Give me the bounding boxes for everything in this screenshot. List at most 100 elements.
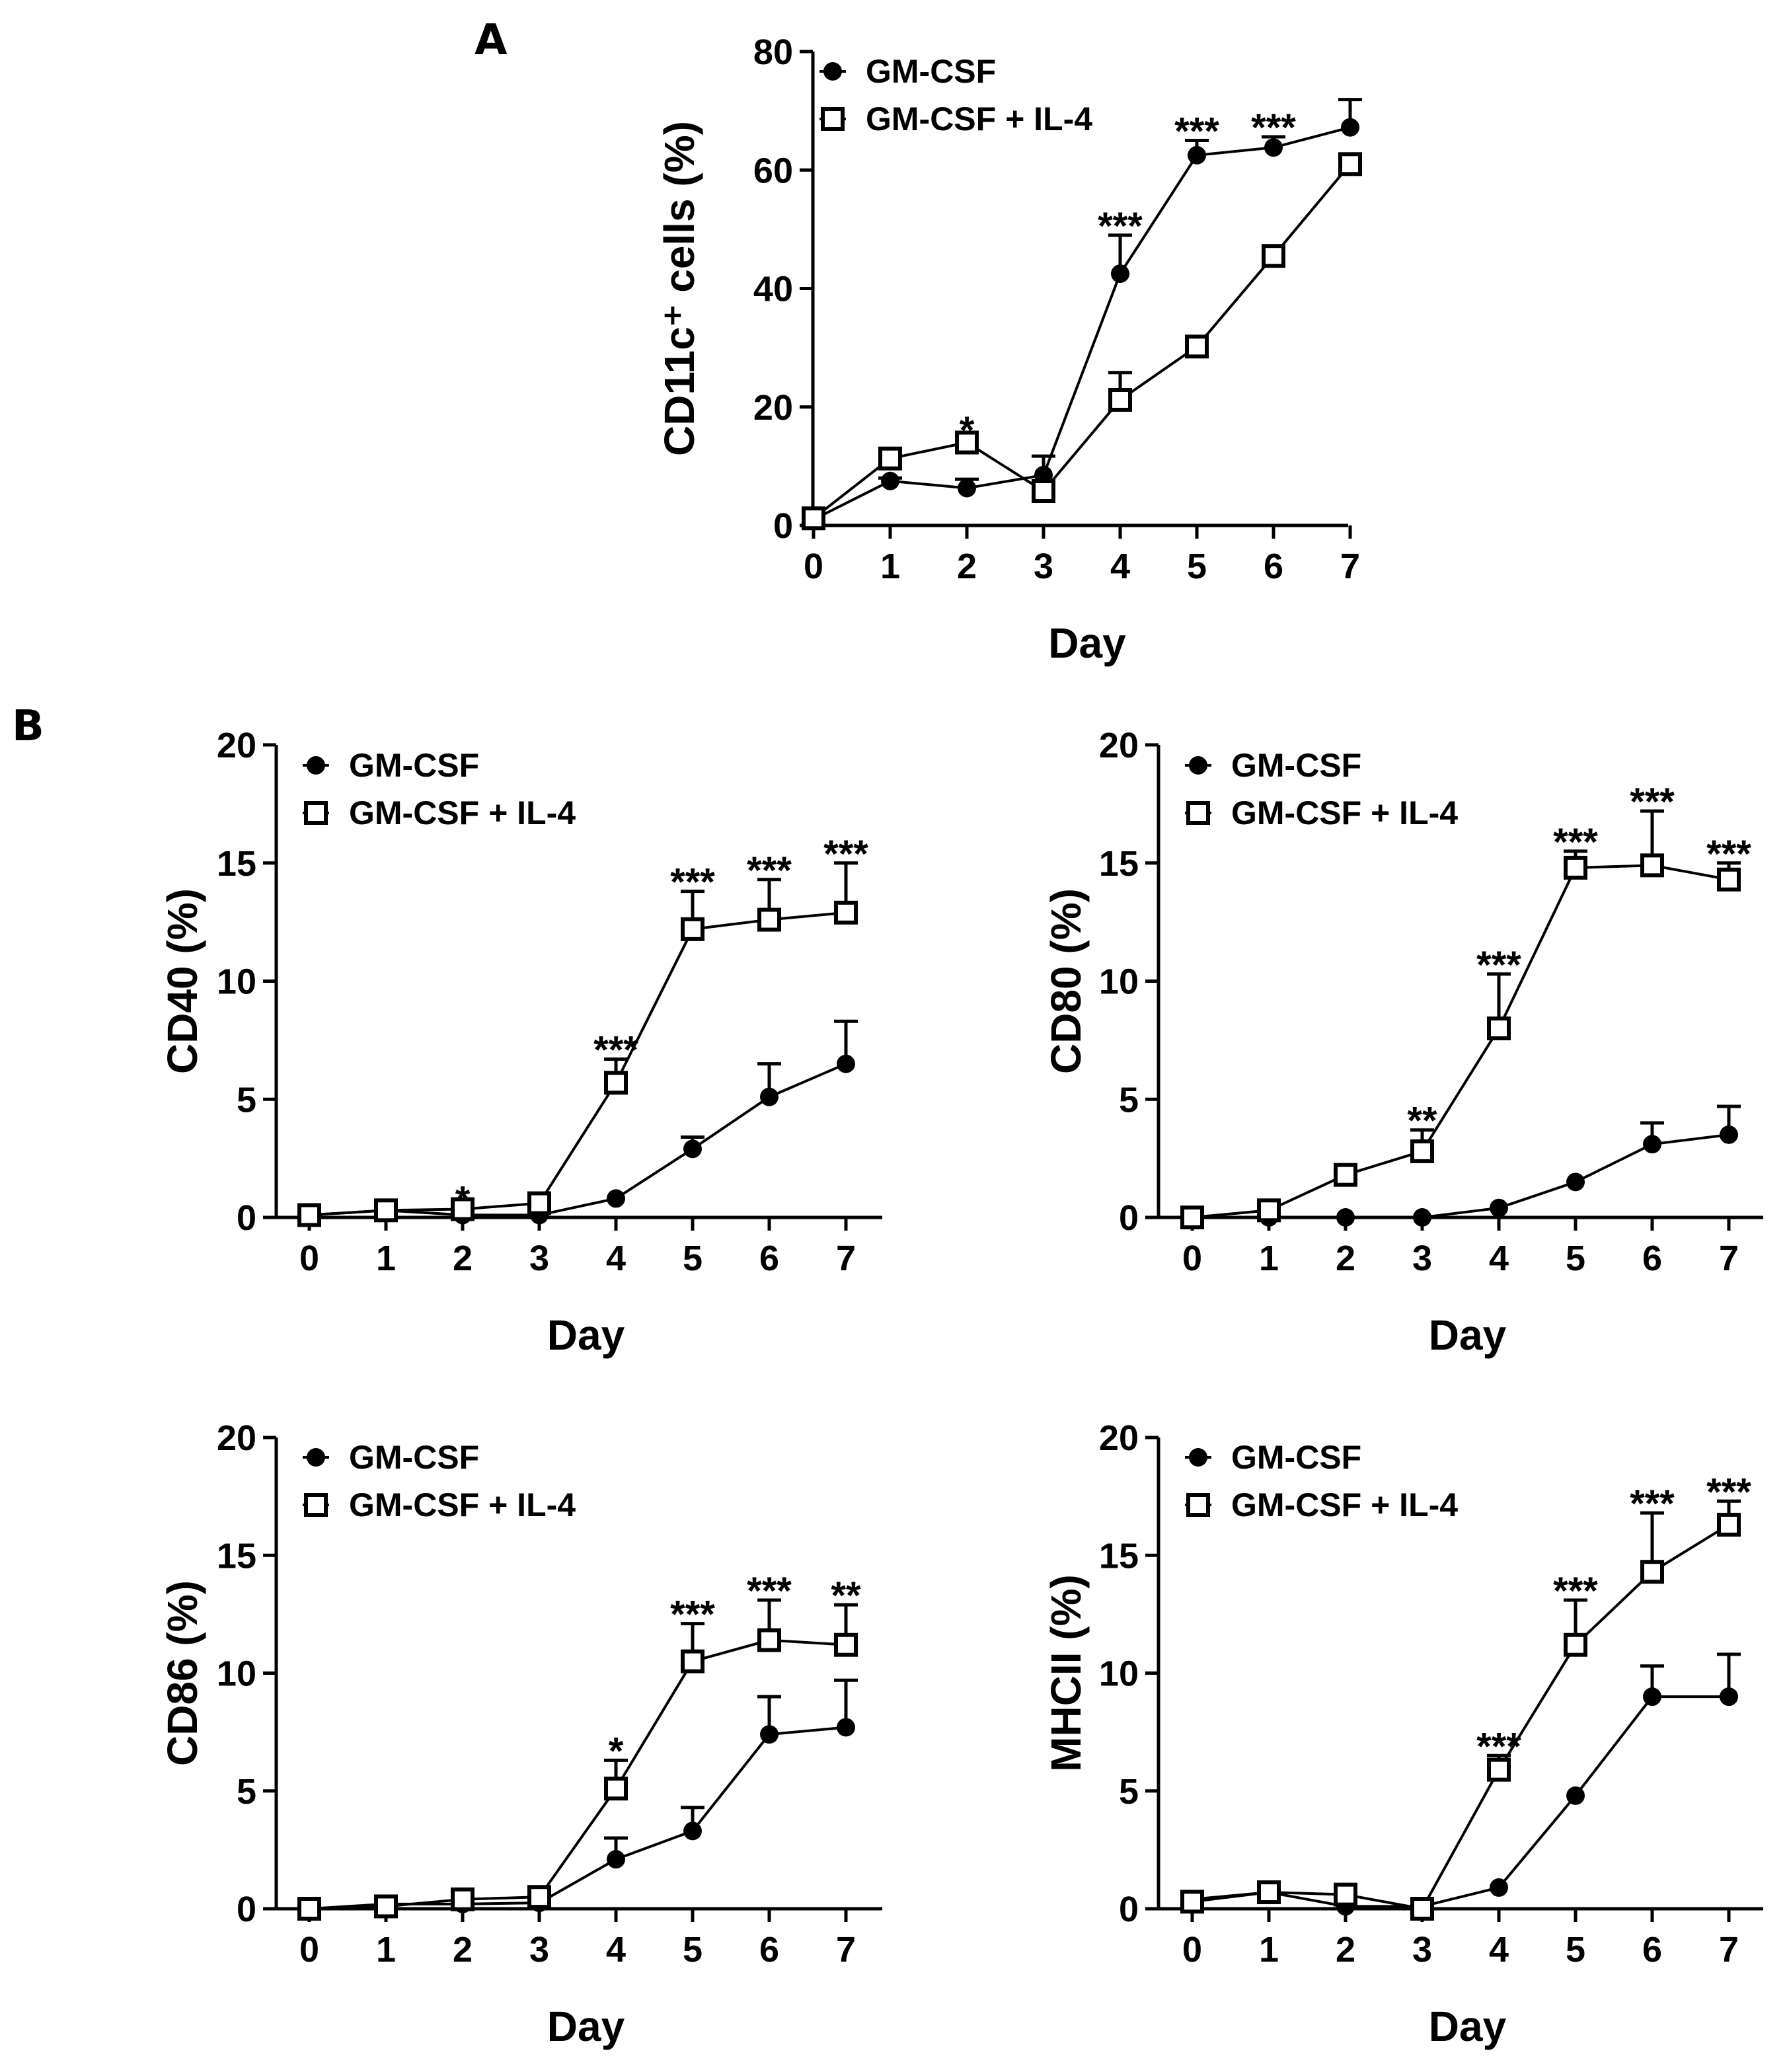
- series-line: [1192, 864, 1730, 1219]
- data-point-circle: [1413, 1208, 1431, 1227]
- legend-marker-circle: [823, 62, 842, 81]
- data-point-square: [757, 907, 781, 932]
- data-point-square: [374, 1894, 398, 1919]
- y-tick-label: 0: [1119, 1890, 1139, 1929]
- significance-marker: ***: [593, 1028, 638, 1071]
- data-point-square: [1640, 853, 1664, 878]
- x-tick-label: 1: [1259, 1239, 1279, 1278]
- x-tick-label: 4: [1489, 1930, 1509, 1970]
- data-point-circle: [760, 1725, 779, 1744]
- y-axis-title: CD86 (%): [159, 1580, 206, 1766]
- x-tick-label: 2: [957, 547, 977, 586]
- series-line: [309, 1638, 847, 1910]
- y-tick-label: 40: [753, 270, 793, 309]
- x-tick-label: 6: [1642, 1930, 1662, 1970]
- series-gm-csf-il-4: [297, 861, 858, 1227]
- y-tick-label: 5: [1119, 1772, 1139, 1812]
- series-gm-csf-il-4: [1180, 1499, 1741, 1921]
- significance-marker: ***: [1251, 106, 1296, 149]
- y-tick-label: 0: [237, 1198, 256, 1238]
- data-point-square: [757, 1628, 781, 1652]
- data-point-square: [297, 1897, 321, 1921]
- series-line: [309, 1726, 847, 1910]
- data-point-square: [681, 917, 704, 941]
- x-axis-title: Day: [1429, 2003, 1507, 2050]
- y-tick-label: 5: [237, 1772, 256, 1812]
- data-point-square: [1564, 855, 1587, 880]
- x-tick-label: 2: [453, 1930, 473, 1970]
- y-tick-label: 0: [1119, 1198, 1139, 1238]
- data-point-square: [681, 1649, 704, 1673]
- series-line: [1192, 1523, 1730, 1911]
- data-point-square: [1257, 1880, 1281, 1905]
- series-gm-csf: [802, 98, 1362, 529]
- significance-marker: ***: [1706, 1471, 1751, 1514]
- data-point-square: [1564, 1632, 1587, 1657]
- y-tick-label: 80: [753, 32, 793, 72]
- data-point-square: [1717, 867, 1741, 892]
- data-point-square: [297, 1203, 321, 1227]
- legend-marker-circle: [307, 1448, 325, 1467]
- y-tick-label: 10: [1099, 962, 1139, 1002]
- x-tick-label: 0: [1182, 1930, 1202, 1970]
- x-tick-label: 7: [1719, 1239, 1739, 1278]
- legend-label: GM-CSF + IL-4: [349, 794, 576, 831]
- y-tick-label: 0: [773, 506, 793, 546]
- data-point-square: [1487, 1757, 1511, 1782]
- data-point-circle: [1566, 1786, 1585, 1805]
- x-tick-label: 7: [1340, 547, 1360, 586]
- data-point-square: [1180, 1206, 1204, 1229]
- x-tick-label: 3: [1412, 1930, 1432, 1970]
- legend-marker-circle: [1189, 1448, 1207, 1467]
- data-point-circle: [1336, 1208, 1355, 1227]
- x-tick-label: 3: [529, 1930, 549, 1970]
- x-tick-label: 4: [1489, 1239, 1509, 1278]
- significance-marker: **: [1407, 1100, 1437, 1143]
- x-tick-label: 0: [1182, 1239, 1202, 1278]
- chart-mhcii: 0 5 10 15 20 0 1 2 3 4 5 6 7 Day MHCII (%) *** *** *** ***…: [1042, 1418, 1763, 2050]
- panel-b-label: B: [12, 702, 44, 751]
- x-tick-label: 7: [1719, 1930, 1739, 1970]
- y-tick-label: 5: [237, 1080, 256, 1120]
- y-tick-label: 20: [217, 1418, 256, 1458]
- y-tick-label: 10: [217, 1654, 256, 1694]
- x-tick-label: 3: [529, 1239, 549, 1278]
- data-point-square: [527, 1885, 551, 1909]
- data-point-circle: [958, 479, 976, 498]
- data-point-square: [1717, 1512, 1741, 1537]
- significance-marker: *: [960, 409, 975, 452]
- series-line: [309, 1062, 847, 1217]
- panel-a-label: A: [475, 16, 508, 65]
- data-point-square: [451, 1197, 475, 1221]
- significance-marker: ***: [670, 861, 715, 904]
- x-tick-label: 4: [606, 1239, 626, 1278]
- data-point-square: [834, 900, 858, 925]
- significance-marker: ***: [1706, 833, 1751, 876]
- series-line: [812, 163, 1351, 519]
- data-point-square: [1334, 1163, 1357, 1187]
- legend: GM-CSF GM-CSF + IL-4: [303, 747, 576, 831]
- data-point-circle: [760, 1087, 779, 1106]
- significance-marker: ***: [823, 833, 868, 876]
- y-axis-title: CD11c⁺ cells (%): [656, 121, 703, 456]
- legend-marker-square: [1186, 1493, 1210, 1517]
- x-tick-label: 0: [804, 547, 823, 586]
- legend-marker-square: [304, 801, 328, 825]
- legend-label: GM-CSF + IL-4: [1231, 1486, 1458, 1523]
- legend: GM-CSF GM-CSF + IL-4: [1185, 747, 1458, 831]
- data-point-square: [1180, 1890, 1204, 1914]
- series-line: [813, 126, 1351, 521]
- x-tick-label: 5: [1187, 547, 1207, 586]
- x-tick-label: 5: [1566, 1930, 1585, 1970]
- x-axis-title: Day: [547, 2003, 625, 2050]
- data-point-square: [955, 430, 979, 455]
- data-point-square: [1108, 387, 1132, 412]
- data-point-circle: [1341, 118, 1359, 137]
- y-tick-label: 10: [1099, 1654, 1139, 1694]
- data-point-square: [527, 1191, 551, 1215]
- x-tick-label: 1: [376, 1930, 396, 1970]
- data-point-square: [1410, 1139, 1434, 1163]
